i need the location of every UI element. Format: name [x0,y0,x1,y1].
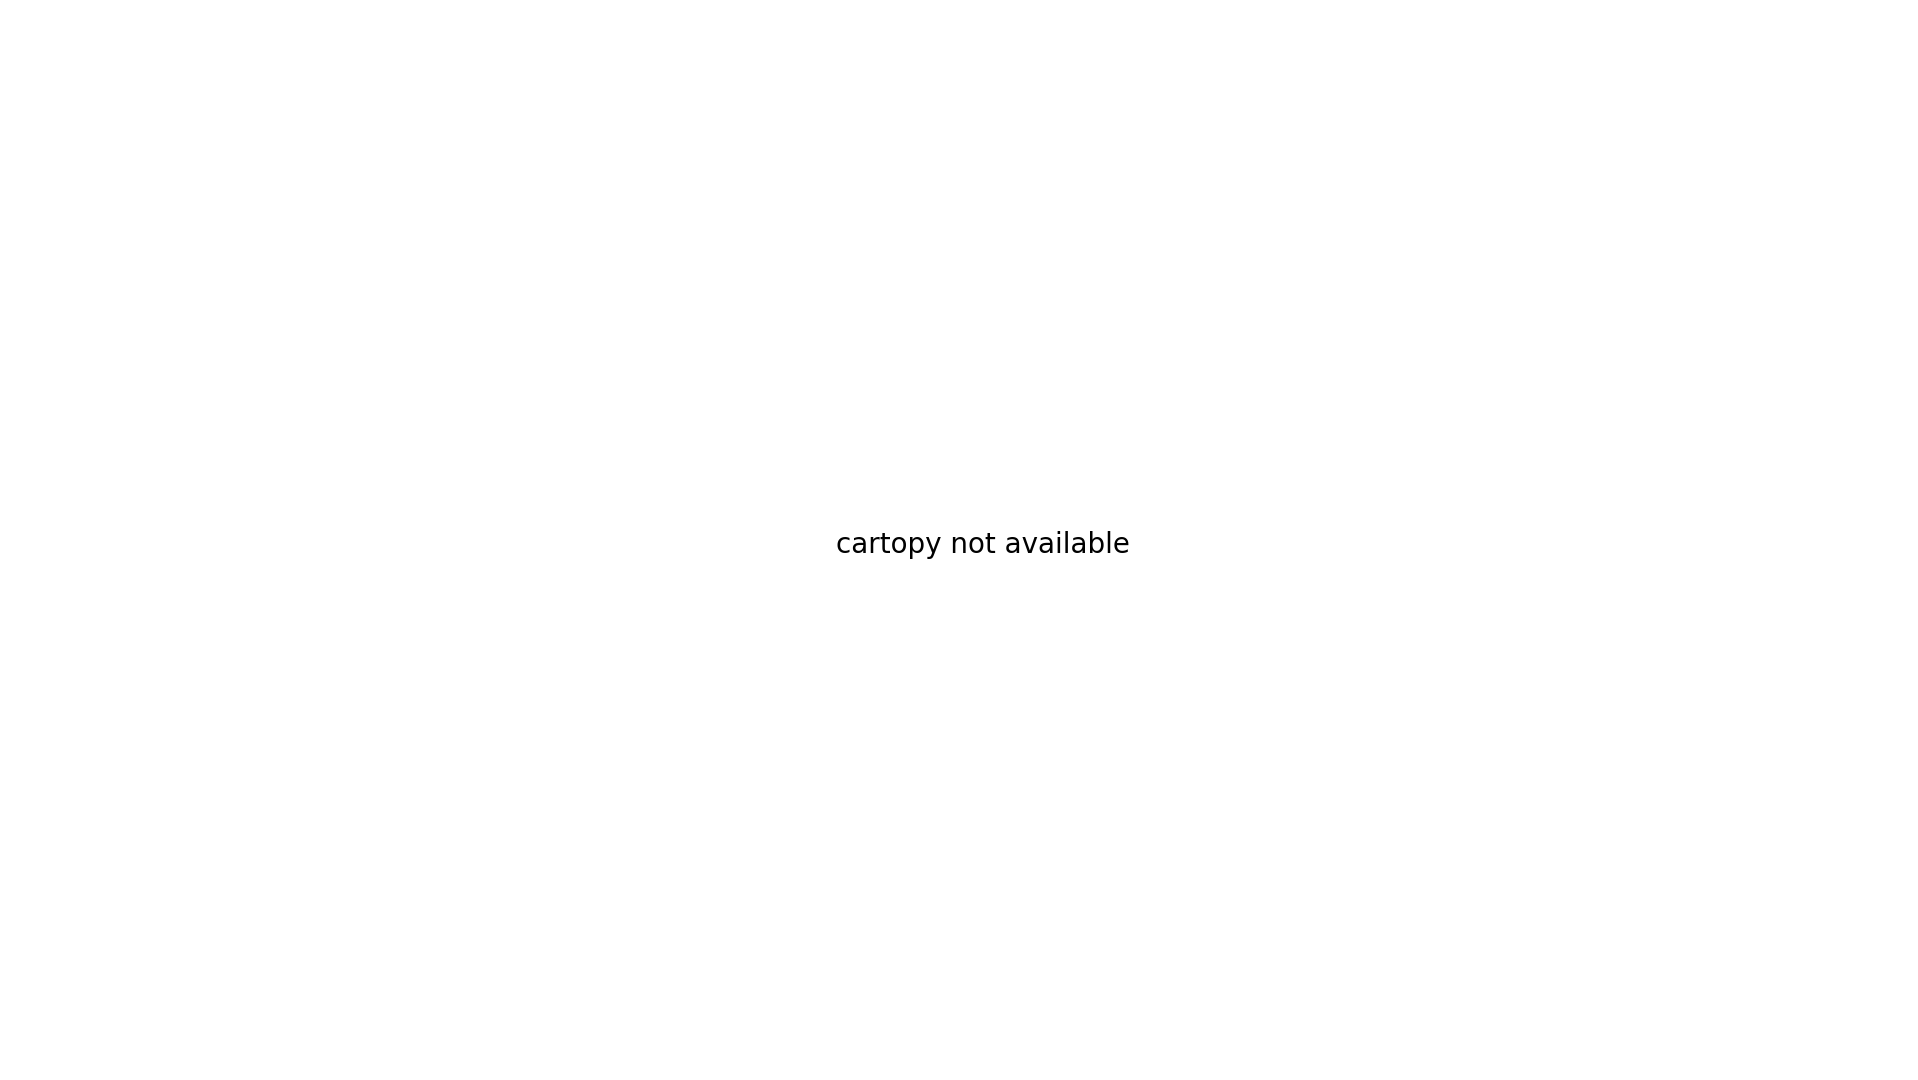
Text: cartopy not available: cartopy not available [836,531,1130,559]
